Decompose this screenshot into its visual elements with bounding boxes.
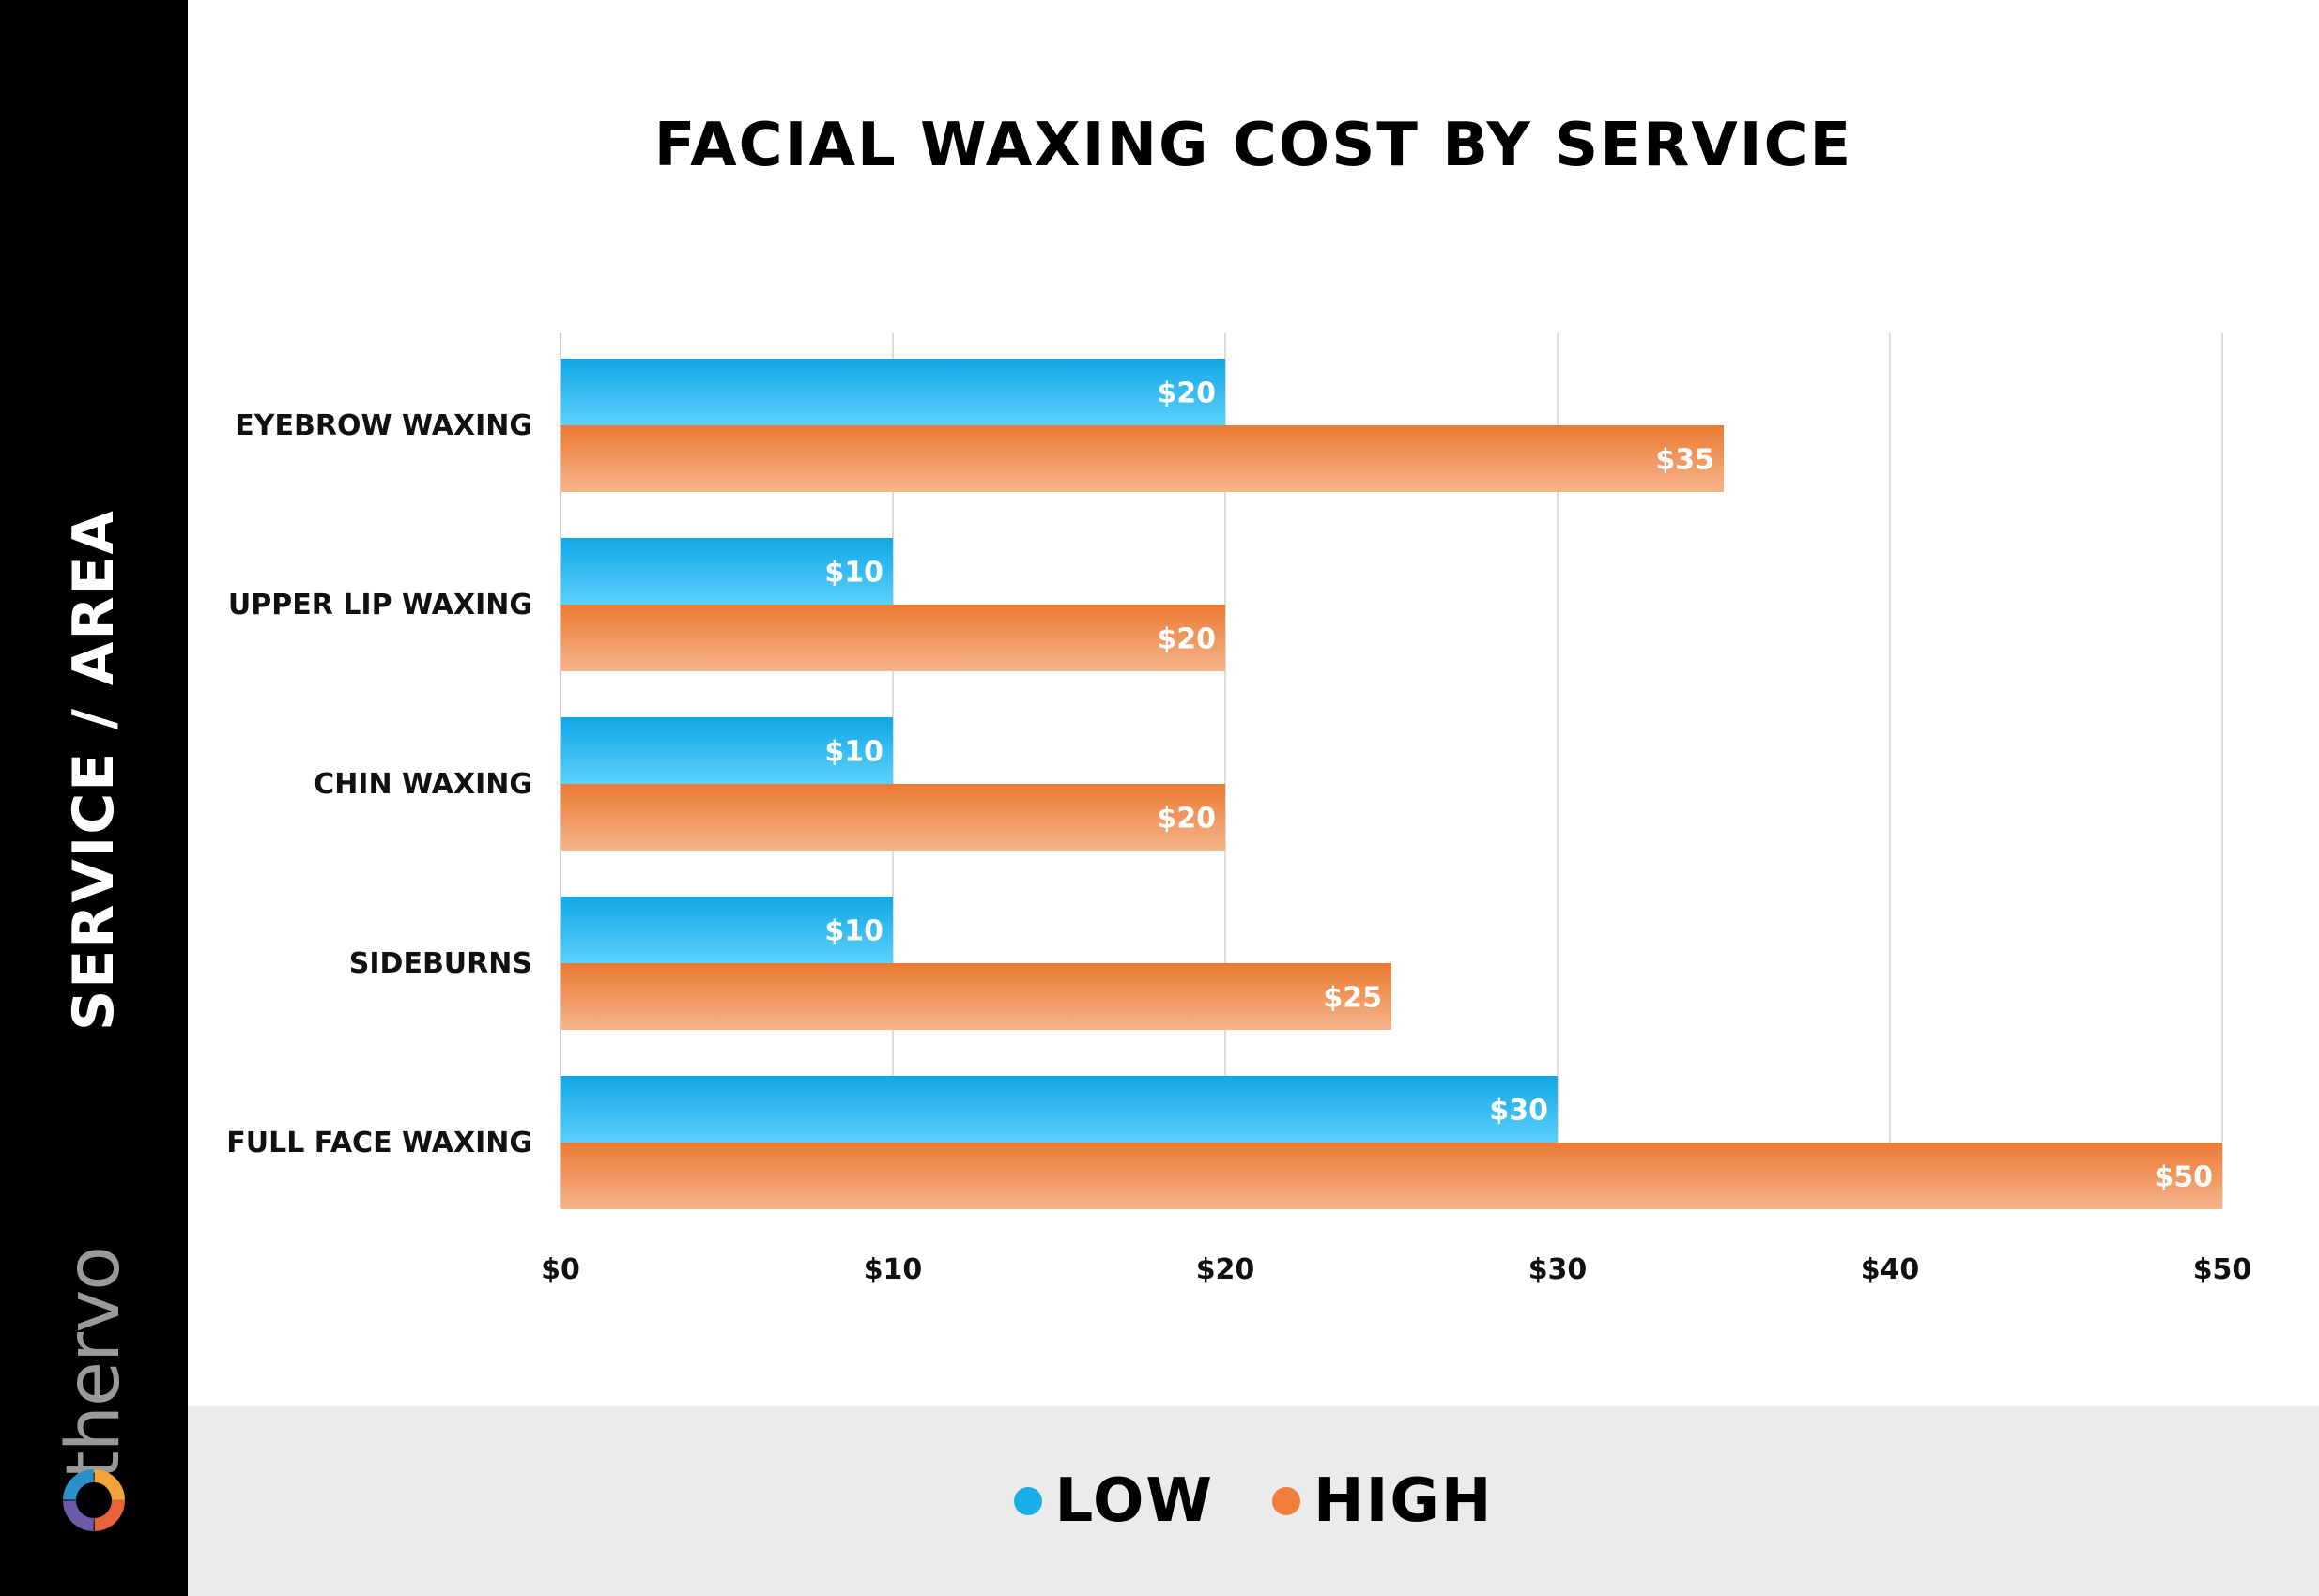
bar-high-2 [561,784,1225,851]
x-tick-label-2: $20 [1196,1253,1255,1286]
data-label-high-2: $20 [1157,803,1216,836]
bar-low-2 [561,717,893,784]
data-label-high-3: $25 [1323,982,1382,1015]
bar-low-4 [561,1076,1558,1143]
brand-logo-icon [63,1469,125,1531]
category-label-2: CHIN WAXING [314,768,532,801]
legend: LOW HIGH [188,1406,2319,1596]
bar-high-4 [561,1143,2222,1209]
category-label-4: FULL FACE WAXING [226,1127,532,1159]
legend-band: LOW HIGH [188,1406,2319,1596]
chart-title: FACIAL WAXING COST BY SERVICE [653,111,1853,180]
data-label-high-1: $20 [1157,623,1216,656]
data-label-low-2: $10 [824,736,883,769]
bar-low-1 [561,538,893,605]
category-label-3: SIDEBURNS [349,947,532,980]
data-label-high-0: $35 [1655,444,1714,477]
x-tick-label-5: $50 [2193,1253,2252,1286]
bar-high-3 [561,963,1391,1030]
category-label-0: EYEBROW WAXING [235,409,532,442]
x-tick-label-1: $10 [864,1253,923,1286]
x-tick-label-4: $40 [1861,1253,1920,1286]
legend-item-low: LOW [1013,1466,1215,1536]
data-label-low-1: $10 [824,557,883,590]
category-label-1: UPPER LIP WAXING [228,589,532,622]
data-label-low-4: $30 [1489,1095,1548,1128]
bar-low-3 [561,897,893,963]
x-tick-label-0: $0 [541,1253,580,1286]
data-label-high-4: $50 [2154,1161,2213,1194]
bar-chart: $0 $10 $20 $30 $40 $50 $20 $35 EYEBROW WAXING $10… [226,333,2252,1286]
bar-high-1 [561,605,1225,671]
legend-dot-high [1272,1487,1301,1515]
x-tick-label-3: $30 [1528,1253,1588,1286]
legend-label-high: HIGH [1313,1466,1494,1536]
data-label-low-3: $10 [824,915,883,948]
sidebar: SERVICE / AREA thervo [0,0,188,1596]
legend-dot-low [1013,1487,1042,1515]
legend-item-high: HIGH [1272,1466,1493,1536]
bar-high-0 [561,425,1724,492]
chart-card [188,0,2319,1596]
data-label-low-0: $20 [1157,377,1216,410]
legend-label-low: LOW [1054,1466,1215,1536]
bar-low-0 [561,359,1225,425]
